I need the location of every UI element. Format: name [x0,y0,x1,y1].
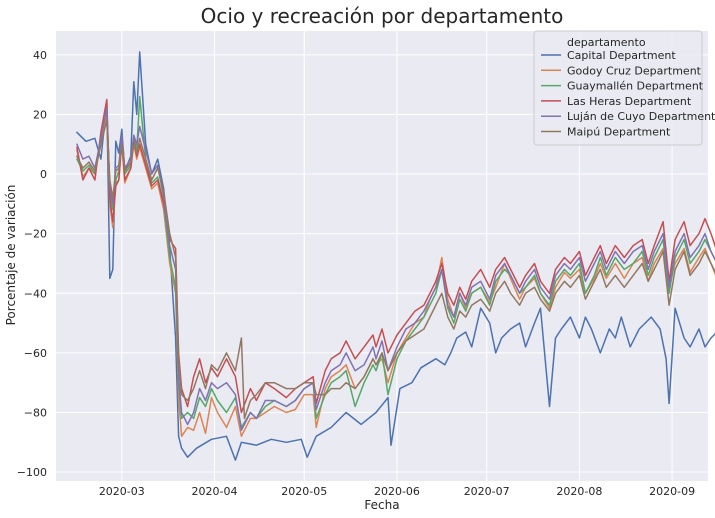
y-tick-label: 0 [40,168,47,181]
series-line [76,113,715,438]
x-tick-label: 2020-09 [649,485,695,498]
series-line [76,107,715,432]
series-line [76,98,715,414]
y-tick-label: −20 [24,228,47,241]
y-tick-label: 20 [33,108,47,121]
legend-label: Godoy Cruz Department [567,64,702,77]
legend-label: Las Heras Department [567,95,692,108]
legend-label: Maipú Department [567,126,671,139]
x-tick-label: 2020-04 [192,485,238,498]
x-tick-label: 2020-06 [374,485,420,498]
x-tick-labels: 2020-03 2020-04 2020-05 2020-06 2020-07 2020-… [99,485,695,498]
series-line [76,119,715,420]
y-axis-label: Porcentaje de variación [4,185,18,326]
series-lines [76,51,715,461]
y-tick-label: −100 [17,466,47,479]
chart-title: Ocio y recreación por departamento [201,4,564,28]
y-tick-label: −60 [24,347,47,360]
legend: departamento Capital Department Godoy Cru… [533,30,715,146]
legend-label: Capital Department [567,49,676,62]
x-tick-label: 2020-05 [281,485,327,498]
legend-label: Luján de Cuyo Department [567,110,715,123]
y-tick-labels: 40 20 0 −20 −40 −60 −80 −100 [17,49,47,479]
x-tick-label: 2020-03 [99,485,145,498]
legend-label: Guaymallén Department [567,80,704,93]
series-line [76,51,715,461]
y-tick-label: −40 [24,287,47,300]
legend-box [533,30,703,146]
x-tick-label: 2020-08 [556,485,602,498]
x-tick-label: 2020-07 [464,485,510,498]
legend-title: departamento [567,36,646,49]
x-axis-label: Fecha [364,498,399,512]
y-tick-label: 40 [33,49,47,62]
y-tick-label: −80 [24,406,47,419]
